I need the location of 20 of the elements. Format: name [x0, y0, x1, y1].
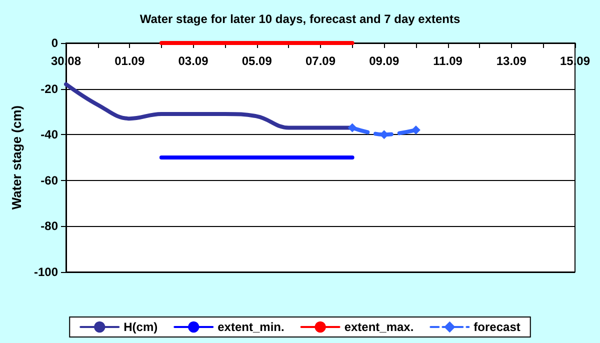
x-tick-label: 11.09	[433, 54, 463, 68]
y-tick-label: -40	[40, 128, 58, 142]
chart-title: Water stage for later 10 days, forecast and 7 day extents	[140, 12, 460, 26]
legend-label: extent_max.	[344, 320, 414, 334]
y-tick-label: -60	[40, 173, 58, 188]
point	[348, 123, 357, 132]
legend-label: forecast	[474, 320, 520, 334]
x-tick-label: 05.09	[242, 54, 272, 68]
x-tick-label: 03.09	[178, 54, 209, 68]
y-tick-label: -80	[40, 219, 58, 234]
x-tick-label: 07.09	[305, 54, 336, 68]
x-tick-label: 09.09	[369, 54, 400, 68]
x-tick-label: 01.09	[114, 54, 145, 68]
legend-label: H(cm)	[124, 320, 158, 334]
y-tick-label: -100	[34, 265, 58, 279]
legend-label: extent_min.	[218, 320, 284, 334]
x-tick-label: 13.09	[496, 54, 527, 68]
y-tick-label: 0	[51, 36, 58, 50]
y-axis-title: Water stage (cm)	[9, 105, 24, 210]
y-tick-label: -20	[40, 82, 58, 96]
